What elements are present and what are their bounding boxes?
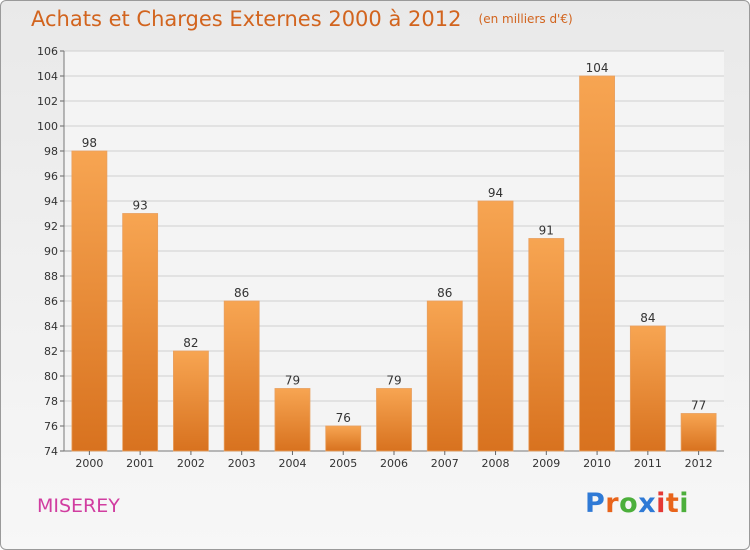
title-row: Achats et Charges Externes 2000 à 2012 (… bbox=[31, 7, 573, 31]
bar-value-label: 79 bbox=[285, 374, 300, 388]
bar bbox=[71, 150, 108, 452]
x-tick-label: 2006 bbox=[380, 457, 408, 470]
y-tick-label: 86 bbox=[44, 295, 58, 308]
x-tick-label: 2011 bbox=[634, 457, 662, 470]
bar-group: 86 bbox=[223, 286, 260, 452]
bar-group: 86 bbox=[426, 286, 463, 452]
bar-group: 77 bbox=[680, 399, 717, 452]
bar bbox=[528, 238, 565, 452]
y-tick-label: 104 bbox=[37, 70, 58, 83]
y-tick-label: 106 bbox=[37, 45, 58, 58]
commune-name: MISEREY bbox=[37, 495, 120, 517]
x-tick-label: 2009 bbox=[532, 457, 560, 470]
y-tick-label: 102 bbox=[37, 95, 58, 108]
y-tick-label: 84 bbox=[44, 320, 58, 333]
bar-group: 84 bbox=[629, 311, 666, 452]
y-tick-label: 80 bbox=[44, 370, 58, 383]
brand-letter: t bbox=[665, 488, 680, 519]
y-tick-label: 94 bbox=[44, 195, 58, 208]
x-tick-label: 2005 bbox=[329, 457, 357, 470]
brand-letter: i bbox=[679, 488, 690, 519]
brand-letter: x bbox=[638, 488, 657, 519]
brand-letter: P bbox=[585, 488, 606, 519]
bar bbox=[426, 300, 463, 452]
bar-group: 91 bbox=[528, 224, 565, 452]
bar-value-label: 86 bbox=[437, 286, 452, 300]
bar bbox=[477, 200, 514, 452]
bar bbox=[274, 388, 311, 452]
bar-group: 76 bbox=[325, 411, 362, 452]
bar bbox=[680, 413, 717, 452]
bar-group: 98 bbox=[71, 136, 108, 452]
x-tick-label: 2003 bbox=[228, 457, 256, 470]
bar-value-label: 86 bbox=[234, 286, 249, 300]
chart-unit: (en milliers d'€) bbox=[478, 12, 573, 26]
bar bbox=[325, 425, 362, 452]
brand-letter: r bbox=[605, 488, 620, 519]
bar-value-label: 94 bbox=[488, 186, 503, 200]
y-tick-label: 76 bbox=[44, 420, 58, 433]
y-tick-label: 90 bbox=[44, 245, 58, 258]
bar-value-label: 93 bbox=[133, 199, 148, 213]
bar bbox=[579, 75, 615, 452]
y-tick-label: 100 bbox=[37, 120, 58, 133]
y-tick-label: 88 bbox=[44, 270, 58, 283]
bar bbox=[223, 300, 260, 452]
bar-value-label: 98 bbox=[82, 136, 97, 150]
bar-group: 79 bbox=[274, 374, 311, 452]
bar-value-label: 91 bbox=[539, 224, 554, 238]
brand-letter: o bbox=[619, 488, 639, 519]
x-tick-label: 2012 bbox=[685, 457, 713, 470]
bar-value-label: 79 bbox=[386, 374, 401, 388]
bar-group: 79 bbox=[376, 374, 412, 452]
x-tick-label: 2000 bbox=[75, 457, 103, 470]
bar-group: 93 bbox=[122, 199, 159, 452]
x-tick-label: 2007 bbox=[431, 457, 459, 470]
bar-group: 104 bbox=[579, 61, 615, 452]
bar-value-label: 76 bbox=[336, 411, 351, 425]
x-tick-label: 2008 bbox=[482, 457, 510, 470]
y-tick-label: 78 bbox=[44, 395, 58, 408]
x-tick-label: 2004 bbox=[278, 457, 306, 470]
x-tick-label: 2002 bbox=[177, 457, 205, 470]
y-tick-label: 92 bbox=[44, 220, 58, 233]
bar bbox=[173, 350, 209, 452]
bar-value-label: 84 bbox=[640, 311, 655, 325]
brand-letter: i bbox=[656, 488, 666, 519]
y-tick-label: 74 bbox=[44, 445, 58, 458]
bar-value-label: 77 bbox=[691, 399, 706, 413]
bar-value-label: 82 bbox=[183, 336, 198, 350]
bar-group: 94 bbox=[477, 186, 514, 452]
bar-value-label: 104 bbox=[586, 61, 609, 75]
y-tick-label: 82 bbox=[44, 345, 58, 358]
y-tick-label: 98 bbox=[44, 145, 58, 158]
bar bbox=[122, 213, 159, 452]
bar-group: 82 bbox=[173, 336, 209, 452]
x-tick-label: 2001 bbox=[126, 457, 154, 470]
chart-title: Achats et Charges Externes 2000 à 2012 bbox=[31, 7, 462, 31]
brand-logo: Proxiti bbox=[585, 488, 689, 519]
y-tick-label: 96 bbox=[44, 170, 58, 183]
x-tick-label: 2010 bbox=[583, 457, 611, 470]
bar bbox=[629, 325, 666, 452]
bar bbox=[376, 388, 412, 452]
